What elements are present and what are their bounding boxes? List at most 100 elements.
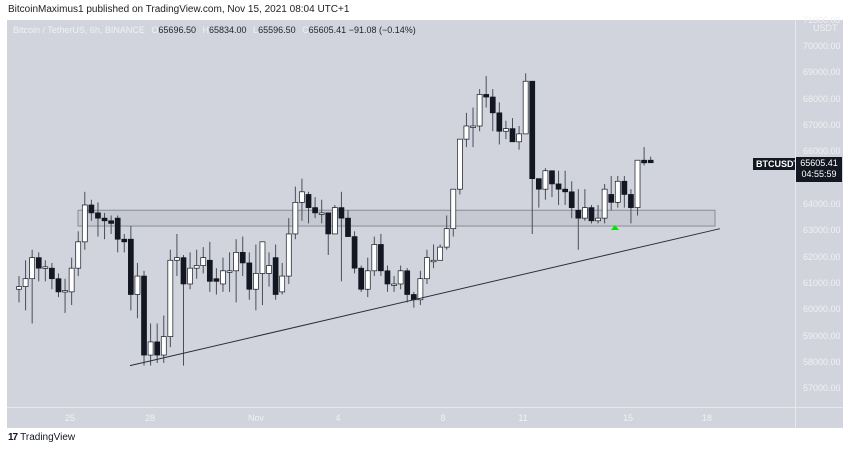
bullish-candle [601, 188, 608, 219]
bearish-candle [496, 112, 503, 132]
price-axis-label: 70000.00 [803, 41, 841, 51]
bullish-candle [614, 180, 621, 203]
price-axis-label: 62000.00 [803, 251, 841, 262]
bullish-candle [160, 336, 167, 356]
bearish-candle [588, 207, 595, 222]
bullish-candle [285, 233, 292, 277]
bullish-candle [266, 265, 272, 274]
bearish-candle [555, 183, 562, 190]
currency-label: USDT [813, 22, 838, 33]
bullish-candle [75, 241, 82, 269]
time-axis-label: 4 [335, 413, 341, 423]
bearish-candle [101, 217, 108, 222]
open-value: 65696.50 [158, 25, 196, 35]
footer: 17 TradingView [8, 432, 75, 443]
bearish-candle [108, 220, 114, 224]
bearish-candle [35, 257, 42, 269]
bullish-candle [417, 278, 424, 301]
plot-area[interactable]: Bitcoin / TetherUS, 6h, BINANCE O65696.5… [7, 20, 802, 407]
bearish-candle [647, 159, 654, 164]
bullish-candle [463, 125, 470, 140]
price-axis-label: 58000.00 [803, 356, 841, 367]
bearish-candle [358, 267, 365, 290]
bullish-candle [503, 128, 509, 132]
candlestick-chart [16, 73, 721, 367]
bullish-candle [279, 275, 286, 293]
bearish-candle [529, 80, 536, 179]
bearish-candle [95, 212, 101, 219]
price-axis-label: 68000.00 [803, 93, 841, 104]
bearish-candle [535, 178, 542, 190]
time-axis-label: 18 [701, 413, 713, 423]
bearish-candle [272, 257, 279, 295]
low-value: 65596.50 [258, 25, 296, 35]
bearish-candle [55, 278, 62, 293]
bullish-candle [542, 170, 549, 190]
bearish-candle [246, 262, 253, 290]
tradingview-logo-icon: 17 [8, 432, 18, 443]
bullish-candle [167, 259, 174, 337]
bearish-candle [509, 128, 516, 143]
bullish-candle [364, 270, 371, 290]
high-value: 65834.00 [208, 25, 247, 35]
bearish-candle [49, 267, 55, 280]
bullish-candle [318, 212, 325, 215]
time-axis-label: 25 [64, 413, 76, 423]
bullish-candle [634, 159, 641, 208]
bullish-candle [16, 286, 22, 290]
bearish-candle [88, 204, 95, 214]
bullish-candle [450, 188, 457, 230]
last-price-label: 65605.41 04:55:59 [796, 157, 842, 182]
bullish-candle [233, 252, 239, 272]
price-axis-label: 69000.00 [803, 67, 841, 78]
price-axis-label: 59000.00 [803, 330, 841, 341]
time-axis-label: 8 [440, 413, 446, 423]
bearish-candle [239, 252, 246, 264]
close-value: 65605.41 [308, 25, 347, 35]
price-axis-label: 57000.00 [803, 383, 841, 394]
bearish-candle [312, 207, 318, 214]
time-axis-divider [7, 407, 843, 408]
symbol-description[interactable]: Bitcoin / TetherUS, 6h, BINANCE [13, 25, 145, 35]
bullish-candle [391, 283, 397, 286]
bullish-candle [470, 125, 476, 128]
bullish-candle [68, 267, 75, 293]
support-zone-rectangle [77, 209, 716, 227]
bearish-candle [345, 217, 351, 237]
change-value: −91.08 (−0.14%) [348, 25, 416, 35]
bearish-candle [628, 194, 634, 208]
bullish-candle [457, 138, 463, 190]
bullish-candle [29, 257, 36, 280]
chart-pane[interactable]: Bitcoin / TetherUS, 6h, BINANCE O65696.5… [7, 15, 843, 428]
bearish-candle [141, 275, 147, 356]
price-axis-label: 60000.00 [803, 304, 841, 315]
price-axis-label: 67000.00 [803, 119, 841, 130]
price-axis-label: 66000.00 [803, 146, 841, 157]
price-axis-divider [795, 20, 796, 428]
bearish-candle [575, 209, 582, 219]
bullish-candle [134, 275, 141, 295]
bullish-candle [174, 257, 180, 261]
bullish-candle [42, 266, 49, 269]
bearish-candle [641, 159, 647, 164]
bearish-candle [154, 341, 161, 356]
time-axis-label: 15 [622, 413, 634, 423]
price-axis-label: 71000.00 [803, 14, 841, 25]
bearish-candle [213, 278, 220, 282]
bearish-candle [121, 238, 128, 243]
bullish-candle [582, 207, 588, 219]
bearish-candle [114, 217, 121, 240]
bullish-candle [397, 270, 404, 285]
bearish-candle [608, 194, 615, 203]
bearish-candle [489, 96, 496, 114]
bullish-candle [62, 290, 68, 293]
time-axis-label: Nov [247, 413, 265, 423]
bullish-candle [299, 191, 305, 203]
bearish-candle [621, 180, 628, 195]
bullish-candle [371, 244, 378, 272]
bullish-candle [259, 241, 266, 274]
bearish-candle [562, 188, 568, 193]
bullish-candle [22, 278, 29, 287]
bar-countdown: 04:55:59 [801, 169, 837, 179]
time-axis-label: 11 [518, 413, 528, 423]
